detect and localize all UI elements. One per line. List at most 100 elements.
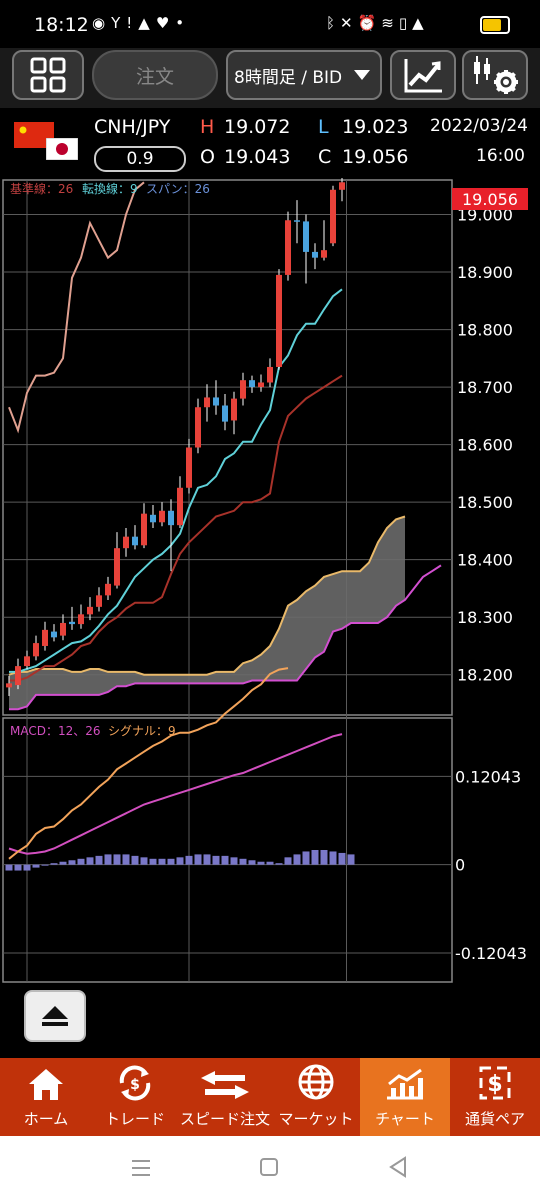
quote-date: 2022/03/24 [430,116,528,136]
high-label: H [200,116,215,138]
svg-text:$: $ [487,1072,502,1097]
price-tick-label: 18.300 [457,608,513,627]
nav-market[interactable]: マーケット [272,1058,360,1136]
back-icon[interactable] [388,1156,408,1178]
line-icon: ◉ [92,14,112,32]
alarm-icon: ⏰ [357,14,382,32]
candle-up [177,487,183,526]
nav-trade[interactable]: $ トレード [92,1058,178,1136]
macd-tick-label: 0.12043 [455,767,521,786]
macd-histogram-bar [266,861,274,865]
kijun-line [9,374,343,682]
status-left-icons: ◉Y!▲♥• [92,14,190,32]
candle-up [42,629,48,646]
wifi-icon: ≋ [381,14,399,32]
macd-histogram-bar [41,864,49,866]
candle-up [186,447,192,488]
tenkan-legend: 転換線：9 [82,181,138,196]
trade-icon: $ [119,1065,151,1101]
macd-histogram-bar [167,858,175,865]
heart-icon: ♥ [155,14,176,32]
candle-up [33,643,39,657]
macd-histogram-bar [320,850,328,865]
current-price-badge [452,188,528,210]
nav-trade-label: トレード [104,1110,165,1128]
macd-histogram-bar [176,857,184,865]
low-value: 19.023 [342,116,409,138]
chart-type-button[interactable] [390,50,456,100]
nav-chart[interactable]: チャート [360,1058,450,1136]
open-label: O [200,146,215,168]
home-circle-icon[interactable] [259,1157,279,1177]
price-chart[interactable]: 19.000 18.900 18.800 18.700 18.600 18.500 18.4… [0,178,540,990]
currency-pair-label: CNH/JPY [94,116,171,138]
macd-histogram-bar [5,864,13,871]
candle-up [78,614,84,625]
menu-grid-button[interactable] [12,50,84,100]
status-bar: 18:12 ◉Y!▲♥• ᛒ✕⏰≋▯▲ [0,0,540,48]
macd-histogram-bar [104,854,112,865]
spread-badge: 0.9 [94,146,186,172]
macd-histogram-bar [50,863,58,865]
recent-apps-icon[interactable] [130,1158,152,1178]
kijun-legend: 基準線：26 [10,181,73,196]
chart-area[interactable]: 19.000 18.900 18.800 18.700 18.600 18.500 18.4… [0,178,540,990]
macd-histogram-bar [239,858,247,865]
volte-icon: ▯ [398,14,413,32]
nav-home-label: ホーム [23,1110,69,1128]
candle-down [303,221,309,252]
macd-tick-label: 0 [455,856,465,875]
currency-pair-icon: $ [479,1066,511,1100]
macd-histogram-bar [14,864,22,871]
candle-down [168,510,174,526]
macd-histogram-bar [68,860,76,865]
candle-up [123,536,129,549]
price-tick-label: 18.600 [457,436,513,455]
price-tick-label: 18.800 [457,321,513,340]
macd-histogram-bar [185,855,193,865]
svg-text:$: $ [130,1077,140,1093]
period-select[interactable]: 8時間足 / BID [226,50,382,100]
main-pane-frame [2,179,453,716]
nav-chart-label: チャート [375,1110,435,1128]
candle-down [294,220,300,222]
macd-histogram-bar [158,858,166,865]
candle-up [24,656,30,667]
status-right-icons: ᛒ✕⏰≋▯▲ [326,14,429,32]
collapse-panel-button[interactable] [24,990,86,1042]
macd-histogram-bar [257,861,265,865]
candle-up [60,622,66,636]
macd-histogram-bar [95,855,103,865]
ichimoku-cloud [9,516,405,710]
signal-line [8,667,289,860]
candle-down [51,631,57,638]
indicator-settings-button[interactable] [462,50,528,100]
macd-legend: MACD：12、26 [10,724,101,738]
macd-histogram-bar [149,858,157,865]
nav-speed-order[interactable]: スピード注文 [178,1058,272,1136]
open-value: 19.043 [224,146,291,168]
macd-histogram-bar [59,861,67,865]
macd-histogram-bar [293,854,301,865]
candle-up [276,274,282,367]
quote-time: 16:00 [476,146,525,166]
close-value: 19.056 [342,146,409,168]
order-button[interactable]: 注文 [92,50,218,100]
candle-down [222,405,228,422]
dot-icon: • [175,14,191,32]
macd-histogram-bar [311,850,319,865]
nav-currency-pair[interactable]: $ 通貨ペア [450,1058,540,1136]
macd-histogram-bar [131,855,139,865]
candle-up [330,189,336,244]
nav-home[interactable]: ホーム [0,1058,92,1136]
candle-up [339,182,345,190]
system-navigation [0,1136,540,1200]
macd-histogram-bar [122,854,130,865]
quote-panel: CNH/JPY 0.9 H 19.072 L 19.023 2022/03/24… [0,108,540,178]
chevron-down-icon [354,70,370,80]
candle-up [240,380,246,399]
macd-histogram-bar [329,851,337,865]
macd-tick-label: -0.12043 [455,944,527,963]
candle-down [312,251,318,258]
nav-market-label: マーケット [278,1110,354,1128]
